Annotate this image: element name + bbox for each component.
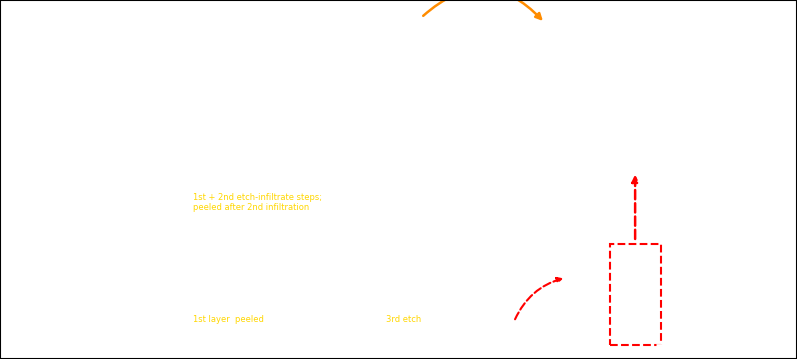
- Text: 10 μm: 10 μm: [399, 190, 430, 200]
- Text: (d): (d): [573, 187, 593, 201]
- Bar: [610, 243, 661, 345]
- Text: (b): (b): [9, 187, 29, 201]
- Text: (c): (c): [189, 16, 208, 29]
- Text: 1st layer  peeled: 1st layer peeled: [193, 315, 264, 324]
- Text: (e): (e): [573, 9, 593, 22]
- Text: 1st + 2nd etch-infiltrate steps;
peeled after 2nd infiltration: 1st + 2nd etch-infiltrate steps; peeled …: [193, 193, 322, 212]
- Text: 3rd etch: 3rd etch: [387, 315, 422, 324]
- Text: 5 μm: 5 μm: [41, 148, 65, 158]
- Text: 200 μm: 200 μm: [221, 319, 258, 329]
- Text: 2 μm: 2 μm: [614, 145, 638, 155]
- Text: (a): (a): [9, 9, 29, 22]
- Text: 10 μm: 10 μm: [703, 328, 734, 338]
- Text: 5 μm: 5 μm: [41, 323, 65, 333]
